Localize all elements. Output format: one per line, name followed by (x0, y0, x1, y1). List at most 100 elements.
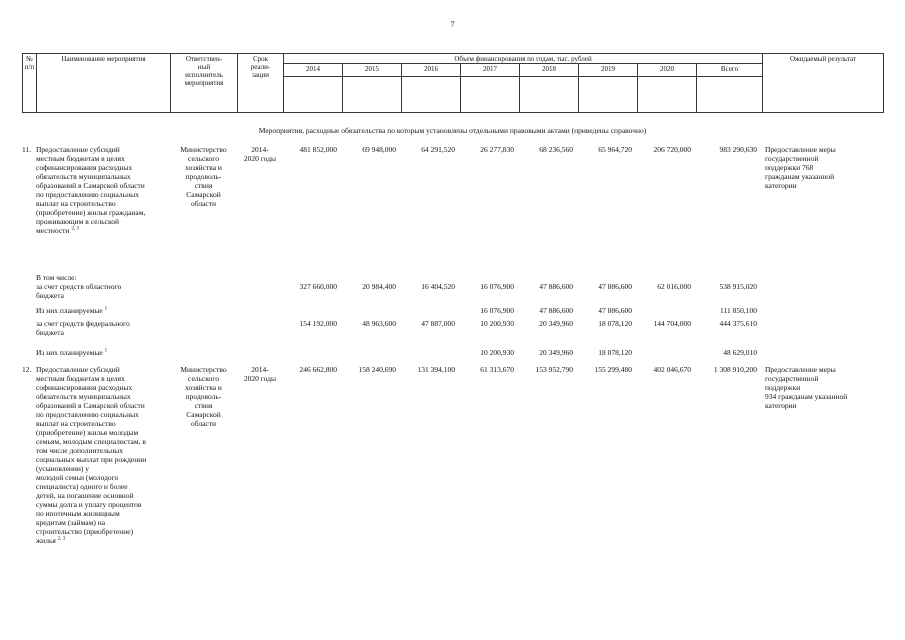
value-2016: 47 887,000 (421, 319, 455, 329)
empty-cell (22, 273, 36, 274)
col-header-2015: 2015 (342, 63, 402, 78)
value-2020: 206 720,000 (653, 145, 692, 155)
empty-cell (170, 348, 237, 349)
empty-cell (762, 306, 883, 307)
empty-cell (170, 306, 237, 307)
value-2020: 402 046,670 (653, 365, 692, 375)
table-header: № п/п Наименование мероприятия Ответстве… (22, 52, 884, 114)
empty-cell (762, 319, 883, 320)
table-row-11-regional-planned: Из них планируемые 1 16 076,900 47 886,6… (22, 306, 883, 315)
col-header-num: № п/п (22, 52, 37, 114)
value-2015: 69 948,000 (362, 145, 396, 155)
executor: Министерство сельского хозяйства и продо… (180, 365, 227, 429)
spacer-cell (460, 76, 520, 114)
value-2014: 327 660,000 (299, 282, 338, 292)
footnote-marker: 2, 3 (71, 226, 79, 232)
value-total: 538 915,020 (719, 282, 758, 292)
value-2018: 153 952,790 (535, 365, 574, 375)
row-number: 11. (22, 145, 32, 155)
breakdown-label: Из них планируемые 1 (36, 348, 170, 357)
measure-name: Предоставление субсидий местным бюджетам… (36, 365, 170, 545)
spacer-cell (696, 76, 763, 114)
footnote-marker: 2, 3 (57, 536, 66, 542)
col-header-term: Срок реали- зации (237, 52, 284, 114)
col-header-2016: 2016 (401, 63, 461, 78)
col-header-financing: Объем финансирования по годам, тыс. рубл… (283, 52, 763, 65)
row-number: 12. (22, 365, 32, 375)
expected-result: Предоставление меры государственной подд… (765, 145, 836, 191)
value-2018: 47 886,600 (539, 282, 573, 292)
spacer-cell (519, 76, 579, 114)
value-2019: 18 078,120 (598, 348, 632, 358)
value-2018: 20 349,960 (539, 319, 573, 329)
col-header-2014: 2014 (283, 63, 343, 78)
empty-cell (22, 306, 36, 307)
value-2015: 20 984,400 (362, 282, 396, 292)
value-2019: 47 886,600 (598, 306, 632, 316)
empty-cell (237, 348, 283, 349)
table-row-12: 12. Предоставление субсидий местным бюдж… (22, 365, 883, 545)
value-total: 983 290,630 (719, 145, 758, 155)
value-2017: 10 200,930 (480, 319, 514, 329)
spacer-cell (578, 76, 638, 114)
empty-cell (237, 319, 283, 320)
value-2015: 48 963,600 (362, 319, 396, 329)
value-total: 1 308 910,200 (713, 365, 757, 375)
value-2014 (283, 306, 342, 307)
table-row-11-federal-planned: Из них планируемые 1 10 200,930 20 349,9… (22, 348, 883, 357)
expected-result: Предоставление меры государственной подд… (765, 365, 848, 411)
value-2019: 18 078,120 (598, 319, 632, 329)
value-2020: 62 016,000 (657, 282, 691, 292)
value-2016 (401, 306, 460, 307)
header-row-top: № п/п Наименование мероприятия Ответстве… (22, 52, 884, 114)
value-2017: 10 200,930 (480, 348, 514, 358)
section-caption: Мероприятия, расходные обязательства по … (258, 126, 647, 136)
empty-cell (237, 306, 283, 307)
value-2020 (637, 348, 696, 349)
measure-name-text: Предоставление субсидий местным бюджетам… (36, 145, 146, 236)
value-2017: 16 076,900 (480, 306, 514, 316)
breakdown-label-text: Из них планируемые (36, 306, 103, 316)
col-header-result: Ожидаемый результат (762, 52, 884, 114)
col-header-2019: 2019 (578, 63, 638, 78)
empty-cell (762, 273, 883, 274)
footnote-marker: 1 (104, 348, 108, 354)
col-header-2017: 2017 (460, 63, 520, 78)
empty-cell (170, 273, 237, 274)
empty-cell (237, 273, 283, 274)
col-header-2020: 2020 (637, 63, 697, 78)
value-2017: 61 313,670 (480, 365, 514, 375)
value-2019: 47 886,600 (598, 282, 632, 292)
col-header-2018: 2018 (519, 63, 579, 78)
value-total: 48 629,010 (723, 348, 757, 358)
value-2019: 65 964,720 (598, 145, 632, 155)
table-row-11-federal: за счет средств федерального бюджета 154… (22, 319, 883, 337)
col-header-total: Всего (696, 63, 763, 78)
breakdown-label-text: Из них планируемые (36, 348, 103, 358)
empty-cell (22, 319, 36, 320)
value-2020: 144 704,000 (653, 319, 692, 329)
spacer-cell (342, 76, 402, 114)
term: 2014- 2020 годы (243, 365, 277, 384)
value-2016: 64 291,520 (421, 145, 455, 155)
value-2016: 131 394,100 (417, 365, 456, 375)
footnote-marker: 1 (104, 306, 108, 312)
value-2014 (283, 348, 342, 349)
value-2015: 158 240,690 (358, 365, 397, 375)
table-row-11-regional: В том числе: за счет средств областного … (22, 273, 883, 300)
col-header-name: Наименование мероприятия (36, 52, 171, 114)
executor: Министерство сельского хозяйства и продо… (180, 145, 227, 209)
breakdown-label: Из них планируемые 1 (36, 306, 170, 315)
table-row-11: 11. Предоставление субсидий местным бюдж… (22, 145, 883, 235)
value-2018: 47 886,600 (539, 306, 573, 316)
breakdown-label: за счет средств федерального бюджета (36, 319, 130, 338)
value-2016: 16 404,520 (421, 282, 455, 292)
value-2014: 481 852,000 (299, 145, 338, 155)
value-2018: 20 349,960 (539, 348, 573, 358)
value-2018: 68 236,560 (539, 145, 573, 155)
spacer-cell (283, 76, 343, 114)
empty-cell (762, 348, 883, 349)
col-header-executor: Ответствен- ный исполнитель мероприятия (170, 52, 238, 114)
breakdown-label: В том числе: за счет средств областного … (36, 273, 122, 301)
